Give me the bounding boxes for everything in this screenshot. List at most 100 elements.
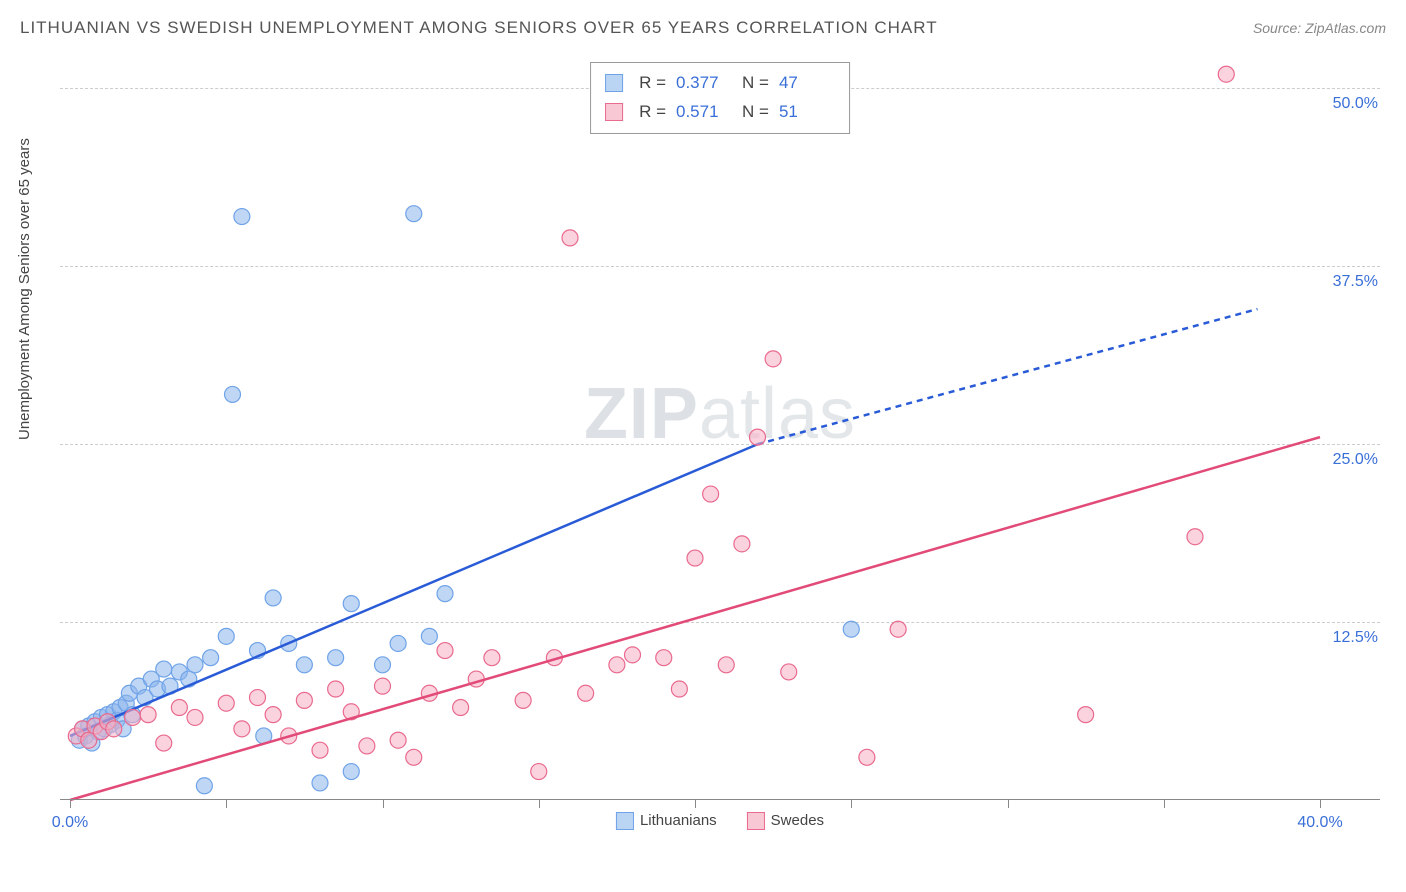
data-point xyxy=(750,429,766,445)
plot-area: ZIPatlas R = 0.377 N = 47 R = 0.571 N = … xyxy=(60,60,1380,830)
data-point xyxy=(328,681,344,697)
data-point xyxy=(359,738,375,754)
x-tick xyxy=(70,800,71,808)
data-point xyxy=(171,700,187,716)
data-point xyxy=(328,650,344,666)
legend-label-1: Swedes xyxy=(771,812,824,829)
stats-r-label-0: R = xyxy=(639,69,666,98)
x-tick xyxy=(539,800,540,808)
stats-r-label-1: R = xyxy=(639,98,666,127)
stats-swatch-0 xyxy=(605,74,623,92)
data-point xyxy=(296,657,312,673)
data-point xyxy=(225,386,241,402)
data-point xyxy=(196,778,212,794)
data-point xyxy=(703,486,719,502)
x-tick-label-right: 40.0% xyxy=(1297,814,1342,832)
data-point xyxy=(390,732,406,748)
stats-n-value-0: 47 xyxy=(779,69,835,98)
stats-n-label-1: N = xyxy=(742,98,769,127)
data-point xyxy=(218,695,234,711)
data-point xyxy=(609,657,625,673)
stats-row-1: R = 0.571 N = 51 xyxy=(605,98,835,127)
x-tick xyxy=(1008,800,1009,808)
y-axis-label: Unemployment Among Seniors over 65 years xyxy=(16,138,33,440)
regression-line xyxy=(70,437,1320,800)
data-point xyxy=(437,643,453,659)
x-tick xyxy=(226,800,227,808)
data-point xyxy=(234,209,250,225)
legend-swatch-1 xyxy=(747,812,765,830)
data-point xyxy=(390,635,406,651)
x-tick xyxy=(695,800,696,808)
data-point xyxy=(187,657,203,673)
data-point xyxy=(406,749,422,765)
data-point xyxy=(343,596,359,612)
stats-r-value-1: 0.571 xyxy=(676,98,732,127)
legend-item-1: Swedes xyxy=(747,812,824,830)
regression-line xyxy=(70,444,758,736)
x-tick xyxy=(1320,800,1321,808)
data-point xyxy=(687,550,703,566)
data-point xyxy=(718,657,734,673)
data-point xyxy=(421,628,437,644)
data-point xyxy=(1078,707,1094,723)
data-point xyxy=(671,681,687,697)
data-point xyxy=(781,664,797,680)
data-point xyxy=(187,709,203,725)
y-tick-label: 37.5% xyxy=(1329,273,1382,291)
stats-r-value-0: 0.377 xyxy=(676,69,732,98)
data-point xyxy=(484,650,500,666)
data-point xyxy=(453,700,469,716)
data-point xyxy=(312,775,328,791)
stats-box: R = 0.377 N = 47 R = 0.571 N = 51 xyxy=(590,62,850,134)
x-tick xyxy=(383,800,384,808)
data-point xyxy=(656,650,672,666)
bottom-legend: Lithuanians Swedes xyxy=(616,812,824,830)
data-point xyxy=(734,536,750,552)
data-point xyxy=(562,230,578,246)
data-point xyxy=(203,650,219,666)
data-point xyxy=(859,749,875,765)
y-tick-label: 50.0% xyxy=(1329,95,1382,113)
y-tick-label: 25.0% xyxy=(1329,451,1382,469)
data-point xyxy=(531,764,547,780)
y-tick-label: 12.5% xyxy=(1329,629,1382,647)
x-tick xyxy=(851,800,852,808)
data-point xyxy=(1218,66,1234,82)
stats-n-label-0: N = xyxy=(742,69,769,98)
data-point xyxy=(406,206,422,222)
data-point xyxy=(375,657,391,673)
data-point xyxy=(1187,529,1203,545)
legend-swatch-0 xyxy=(616,812,634,830)
legend-item-0: Lithuanians xyxy=(616,812,717,830)
x-tick-label-left: 0.0% xyxy=(52,814,88,832)
data-point xyxy=(156,735,172,751)
stats-n-value-1: 51 xyxy=(779,98,835,127)
data-point xyxy=(515,692,531,708)
stats-swatch-1 xyxy=(605,103,623,121)
chart-header: LITHUANIAN VS SWEDISH UNEMPLOYMENT AMONG… xyxy=(20,18,1386,38)
chart-svg xyxy=(60,60,1380,830)
data-point xyxy=(312,742,328,758)
data-point xyxy=(437,586,453,602)
chart-title: LITHUANIAN VS SWEDISH UNEMPLOYMENT AMONG… xyxy=(20,18,938,38)
x-tick xyxy=(1164,800,1165,808)
data-point xyxy=(578,685,594,701)
data-point xyxy=(843,621,859,637)
data-point xyxy=(890,621,906,637)
stats-row-0: R = 0.377 N = 47 xyxy=(605,69,835,98)
data-point xyxy=(296,692,312,708)
data-point xyxy=(125,709,141,725)
data-point xyxy=(375,678,391,694)
data-point xyxy=(140,707,156,723)
data-point xyxy=(343,764,359,780)
chart-source: Source: ZipAtlas.com xyxy=(1253,20,1386,36)
legend-label-0: Lithuanians xyxy=(640,812,717,829)
data-point xyxy=(625,647,641,663)
regression-line-dashed xyxy=(758,309,1258,444)
x-axis-line xyxy=(60,799,1380,800)
data-point xyxy=(765,351,781,367)
data-point xyxy=(265,590,281,606)
data-point xyxy=(265,707,281,723)
data-point xyxy=(234,721,250,737)
